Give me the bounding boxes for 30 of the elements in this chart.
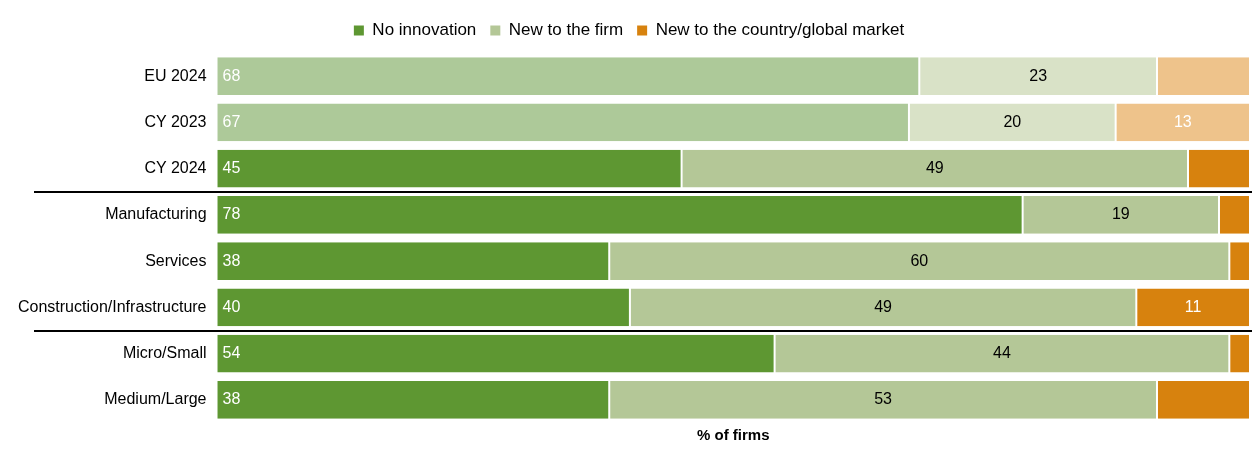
- data-label: 49: [874, 297, 893, 315]
- y-tick-label: Manufacturing: [105, 205, 207, 223]
- legend-label: New to the firm: [508, 20, 624, 40]
- data-label: 44: [993, 344, 1011, 362]
- y-tick-label: CY 2024: [144, 159, 207, 177]
- y-tick-label: Services: [145, 251, 207, 269]
- legend-label: No innovation: [372, 20, 477, 40]
- y-tick-label: EU 2024: [144, 66, 207, 84]
- data-label: 53: [874, 390, 893, 408]
- data-label: 20: [1003, 112, 1022, 130]
- data-label: 40: [222, 297, 241, 315]
- data-label: 11: [1184, 297, 1202, 315]
- data-label: 67: [222, 112, 241, 130]
- x-axis-title: % of firms: [697, 426, 770, 444]
- data-label: 13: [1173, 112, 1192, 130]
- y-tick-label: Construction/Infrastructure: [17, 297, 207, 315]
- data-label: 60: [910, 251, 929, 269]
- data-label: 23: [1029, 66, 1048, 84]
- data-label: 78: [222, 205, 241, 223]
- data-label: 49: [925, 159, 944, 177]
- data-label: 38: [222, 251, 241, 269]
- y-tick-label: CY 2023: [144, 112, 207, 130]
- y-tick-label: Medium/Large: [104, 390, 207, 408]
- legend-label: New to the country/global market: [655, 20, 905, 40]
- y-tick-label: Micro/Small: [122, 344, 207, 362]
- data-label: 38: [222, 390, 241, 408]
- data-label: 45: [222, 159, 241, 177]
- data-label: 54: [222, 344, 241, 362]
- data-label: 68: [222, 66, 241, 84]
- data-label: 19: [1111, 205, 1130, 223]
